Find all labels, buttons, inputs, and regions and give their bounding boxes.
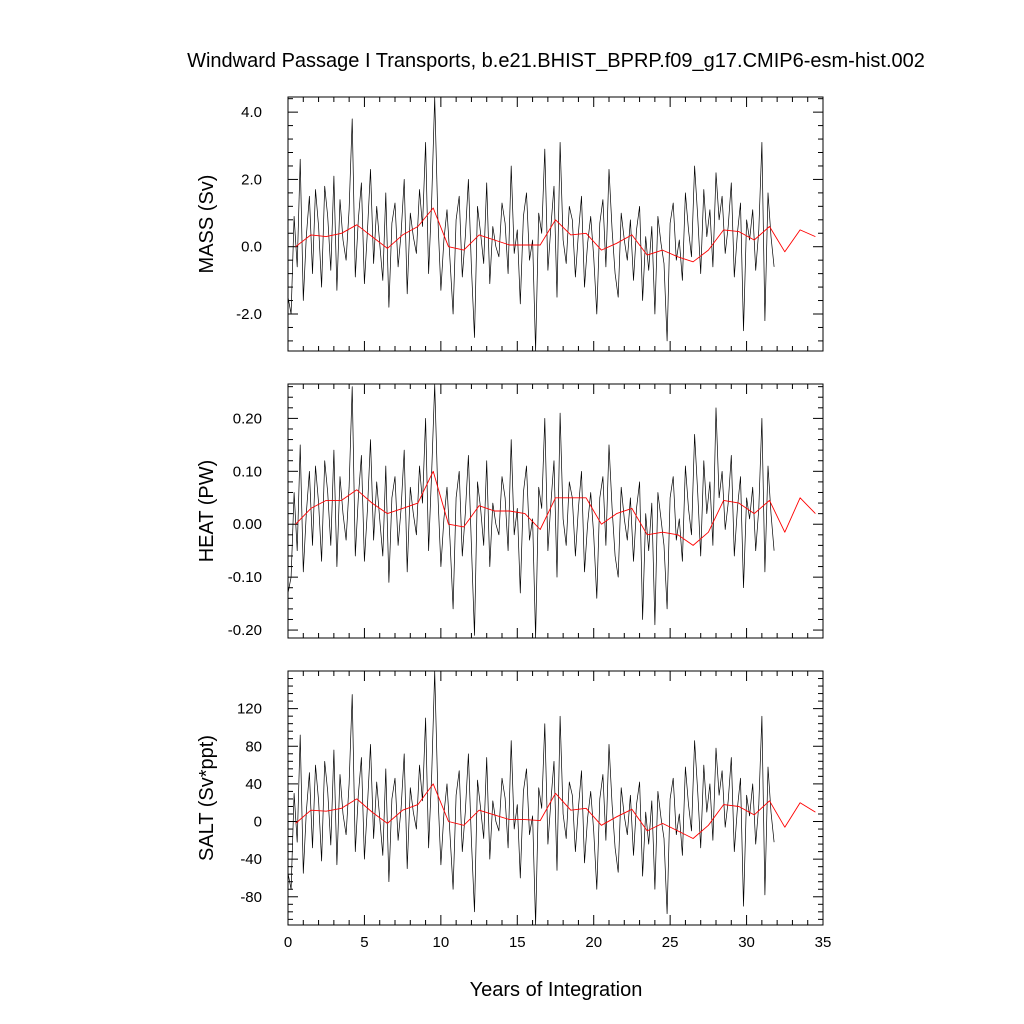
x-tick-label: 0 xyxy=(284,934,292,951)
heat-plot-frame xyxy=(287,383,824,639)
mass-y-tick-label: -2.0 xyxy=(236,306,262,323)
salt-y-tick-label: 80 xyxy=(245,738,262,755)
x-tick-label: 30 xyxy=(738,934,755,951)
salt-panel: 0 5 10 15 20 25 30 35 -80 -40 0 40 80 120 SALT (Sv*ppt… xyxy=(196,670,832,951)
mass-plot-frame xyxy=(287,96,824,352)
x-tick-label: 20 xyxy=(585,934,602,951)
heat-y-axis-title: HEAT (PW) xyxy=(196,460,218,563)
x-tick-label: 10 xyxy=(433,934,450,951)
x-tick-label: 35 xyxy=(815,934,832,951)
salt-y-tick-label: -80 xyxy=(240,889,262,906)
salt-annual-mean-line xyxy=(295,783,816,839)
heat-monthly-line xyxy=(287,383,775,639)
heat-y-tick-label: 0.00 xyxy=(233,516,262,533)
salt-plot-frame xyxy=(287,670,824,926)
mass-y-tick-label: 4.0 xyxy=(241,104,262,121)
salt-y-tick-label: 0 xyxy=(254,814,262,831)
mass-y-tick-label: 0.0 xyxy=(241,239,262,256)
mass-monthly-line xyxy=(287,96,775,352)
mass-annual-mean-line xyxy=(295,207,816,263)
heat-y-tick-label: -0.10 xyxy=(228,569,262,586)
mass-panel: -2.0 0.0 2.0 4.0 MASS (Sv) xyxy=(196,96,824,352)
x-tick-label: 25 xyxy=(662,934,679,951)
mass-y-tick-label: 2.0 xyxy=(241,171,262,188)
x-tick-label: 15 xyxy=(509,934,526,951)
salt-y-tick-label: -40 xyxy=(240,851,262,868)
salt-y-tick-label: 120 xyxy=(237,701,262,718)
panels-layer: -2.0 0.0 2.0 4.0 MASS (Sv) -0.20 -0.10 0.00 0.10… xyxy=(196,96,832,951)
salt-y-axis-title: SALT (Sv*ppt) xyxy=(196,735,218,861)
heat-panel: -0.20 -0.10 0.00 0.10 0.20 HEAT (PW) xyxy=(196,383,824,639)
mass-y-axis-title: MASS (Sv) xyxy=(196,175,218,274)
salt-y-tick-label: 40 xyxy=(245,776,262,793)
x-tick-label: 5 xyxy=(360,934,368,951)
salt-monthly-line xyxy=(287,670,775,926)
heat-y-tick-label: -0.20 xyxy=(228,622,262,639)
heat-y-tick-label: 0.20 xyxy=(233,410,262,427)
chart-title: Windward Passage I Transports, b.e21.BHI… xyxy=(187,50,925,72)
heat-annual-mean-line xyxy=(295,470,816,546)
x-axis-title: Years of Integration xyxy=(470,979,643,1001)
heat-y-tick-label: 0.10 xyxy=(233,463,262,480)
